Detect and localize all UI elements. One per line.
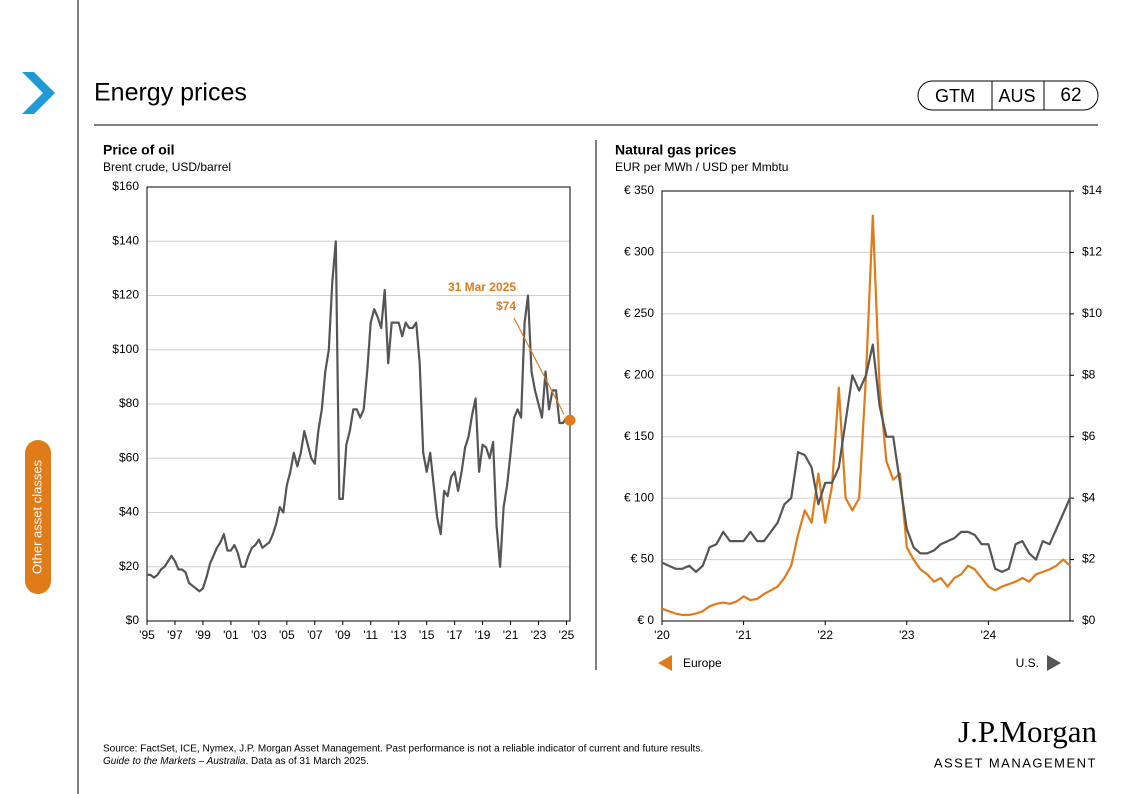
x-tick-label: '17 (447, 628, 463, 642)
legend-arrow-right (1047, 655, 1061, 671)
x-tick-label: '07 (307, 628, 323, 642)
legend-arrow-left (658, 655, 672, 671)
x-tick-label: '23 (531, 628, 547, 642)
annotation-leader (513, 317, 565, 415)
data-note: Guide to the Markets – Australia. Data a… (103, 756, 369, 767)
x-tick-label: '21 (503, 628, 519, 642)
x-tick-label: '95 (139, 628, 155, 642)
y-tick-label: € 250 (624, 306, 654, 320)
y2-tick-label: $4 (1082, 490, 1096, 504)
y-tick-label: $40 (119, 505, 139, 519)
chart-title: Price of oil (103, 142, 175, 158)
y-tick-label: € 350 (624, 183, 654, 197)
y-tick-label: € 200 (624, 367, 654, 381)
badge-text: GTM (935, 86, 975, 106)
page-title: Energy prices (94, 79, 247, 107)
logo-sub: ASSET MANAGEMENT (934, 755, 1097, 770)
guide-title: Guide to the Markets – Australia (103, 756, 246, 767)
x-tick-label: '24 (981, 628, 997, 642)
x-tick-label: '11 (363, 628, 378, 642)
y-tick-label: € 300 (624, 245, 654, 259)
series-line (147, 240, 571, 593)
annotation-value: $74 (496, 299, 516, 313)
x-tick-label: '03 (251, 628, 267, 642)
y-tick-label: $140 (112, 233, 139, 247)
y-tick-label: $0 (126, 613, 140, 627)
x-tick-label: '05 (279, 628, 295, 642)
x-tick-label: '20 (654, 628, 670, 642)
x-tick-label: '15 (419, 628, 435, 642)
y-tick-label: $80 (119, 396, 139, 410)
logo: J.P.Morgan (958, 714, 1097, 749)
chart-subtitle: Brent crude, USD/barrel (103, 160, 231, 174)
y-tick-label: $160 (112, 179, 139, 193)
y-tick-label: € 0 (637, 613, 654, 627)
y-tick-label: € 50 (631, 552, 655, 566)
x-tick-label: '19 (475, 628, 491, 642)
y2-tick-label: $12 (1082, 245, 1102, 259)
badge (917, 80, 1099, 111)
badge-text: AUS (998, 86, 1035, 106)
y-tick-label: $60 (119, 450, 139, 464)
x-tick-label: '01 (223, 628, 239, 642)
legend-label: U.S. (1016, 656, 1039, 670)
plot-frame (661, 190, 1071, 622)
sidebar-label: Other asset classes (29, 459, 44, 574)
y2-tick-label: $8 (1082, 367, 1096, 381)
series-line (661, 343, 1072, 573)
badge-text: 62 (1060, 85, 1081, 106)
x-tick-label: '25 (559, 628, 575, 642)
x-tick-label: '97 (167, 628, 183, 642)
annotation-label: 31 Mar 2025 (448, 280, 516, 294)
x-tick-label: '09 (335, 628, 351, 642)
y-tick-label: $100 (112, 342, 139, 356)
y-tick-label: $20 (119, 559, 139, 573)
x-tick-label: '22 (817, 628, 833, 642)
y2-tick-label: $14 (1082, 183, 1102, 197)
y2-tick-label: $6 (1082, 429, 1096, 443)
x-tick-label: '21 (736, 628, 752, 642)
y-tick-label: $120 (112, 288, 139, 302)
chart-subtitle: EUR per MWh / USD per Mmbtu (615, 160, 788, 174)
data-date: . Data as of 31 March 2025. (245, 756, 368, 767)
plot-frame (146, 186, 571, 622)
y-tick-label: € 150 (624, 429, 654, 443)
x-tick-label: '99 (195, 628, 211, 642)
y2-tick-label: $2 (1082, 552, 1096, 566)
y2-tick-label: $0 (1082, 613, 1096, 627)
source-note: Source: FactSet, ICE, Nymex, J.P. Morgan… (103, 744, 703, 755)
x-tick-label: '23 (899, 628, 915, 642)
annotation-dot (564, 414, 576, 426)
chart-title: Natural gas prices (615, 142, 737, 158)
nav-chevron[interactable] (22, 72, 55, 114)
series-line (661, 214, 1071, 616)
sidebar-pill[interactable] (25, 440, 51, 594)
y2-tick-label: $10 (1082, 306, 1102, 320)
legend-label: Europe (683, 656, 722, 670)
x-tick-label: '13 (391, 628, 407, 642)
y-tick-label: € 100 (624, 490, 654, 504)
